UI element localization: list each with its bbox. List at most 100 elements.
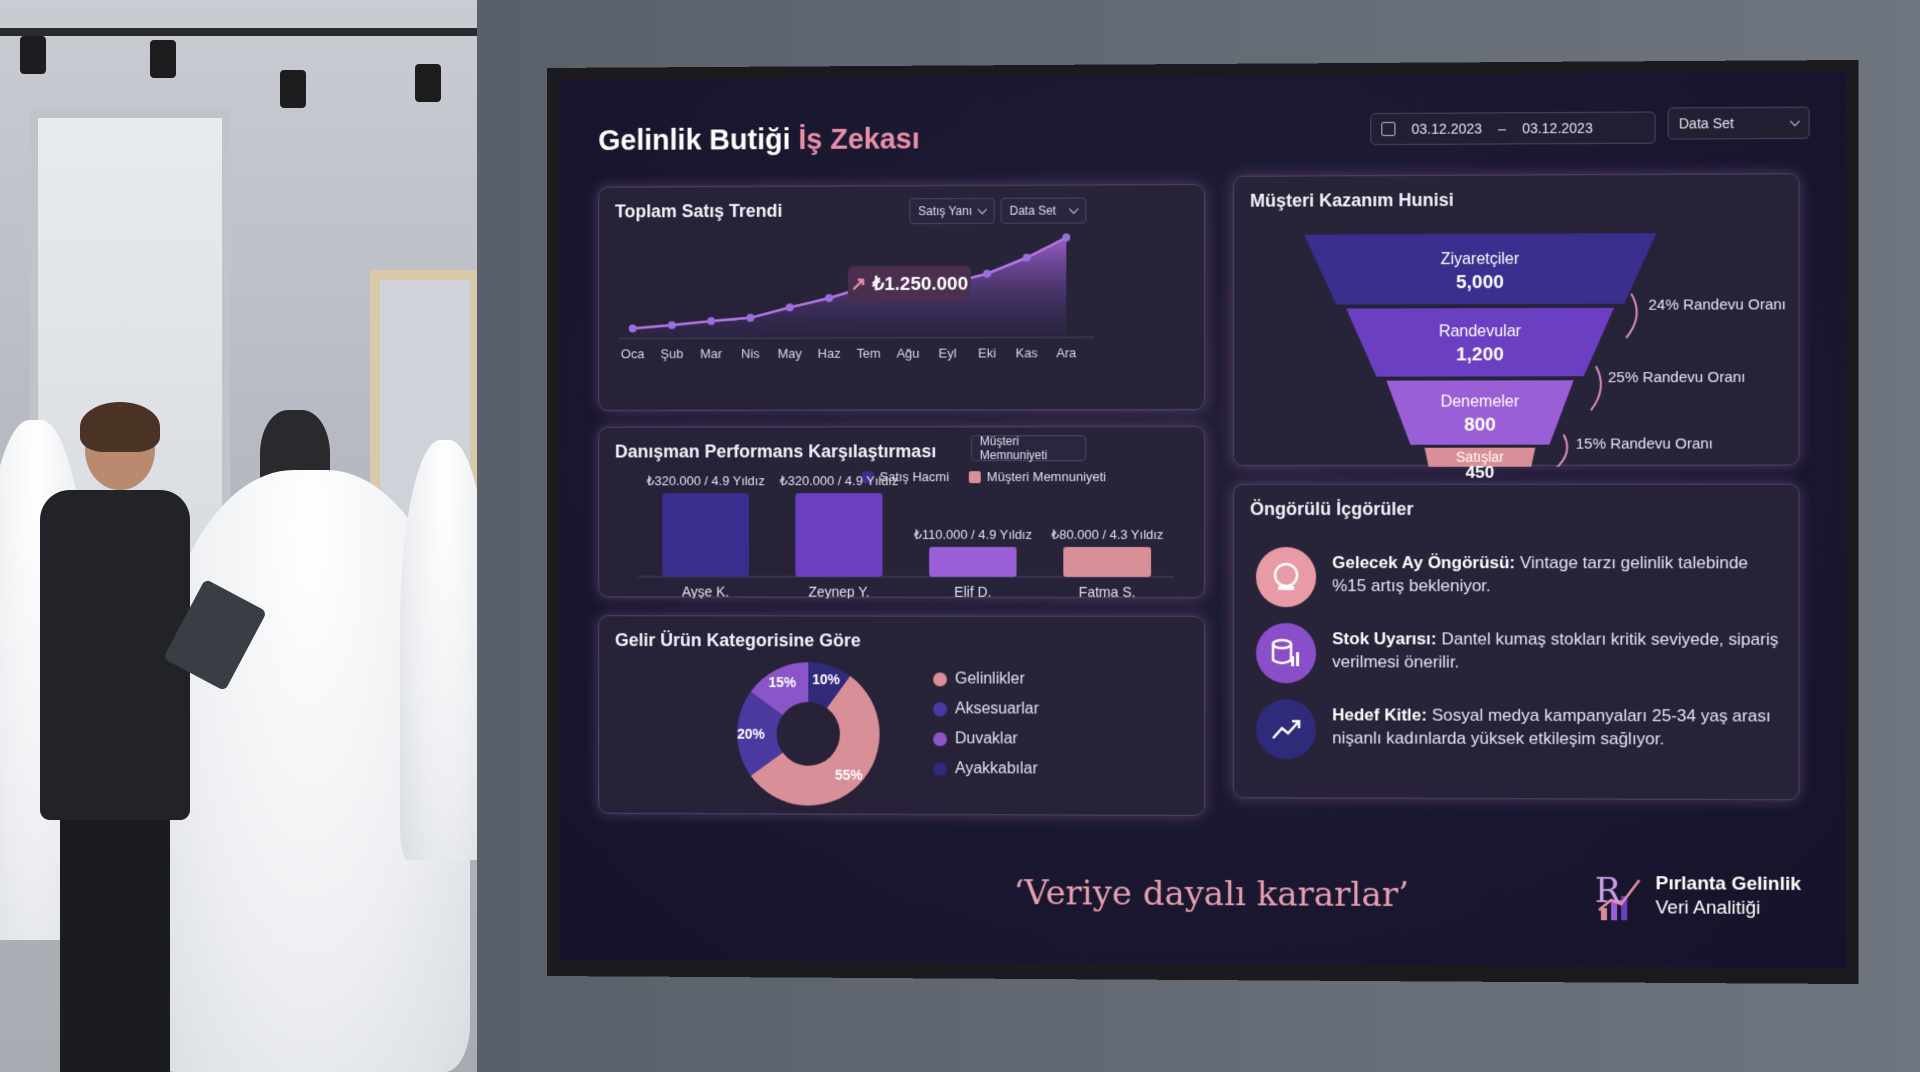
insight-item: Gelecek Ay Öngörüsü: Vintage tarzı gelin… [1256, 547, 1780, 608]
conversion-rate: 25% Randevu Oranı [1608, 369, 1745, 386]
consultant-performance-card: Danışman Performans Karşılaştırması Müşt… [598, 426, 1205, 598]
slogan: ‘Veriye dayalı kararlar’ [1014, 873, 1409, 915]
dashboard-screen: Gelinlik Butiği İş Zekası 03.12.2023 – 0… [559, 72, 1846, 968]
card-title: Öngörülü İçgörüler [1250, 499, 1414, 520]
x-tick-label: Eyl [939, 346, 957, 361]
legend-item: Ayakkabılar [933, 754, 1039, 784]
brand-block: R Pırlanta Gelinlik Veri Analitiği [1595, 870, 1801, 923]
dataset-dropdown[interactable]: Data Set [1668, 107, 1810, 140]
funnel-value: 1,200 [1456, 344, 1504, 365]
date-separator: – [1498, 120, 1506, 136]
x-tick-label: Ara [1056, 345, 1077, 360]
tv-monitor: Gelinlik Butiği İş Zekası 03.12.2023 – 0… [547, 60, 1858, 984]
insight-text: Stok Uyarısı: Dantel kumaş stokları krit… [1332, 623, 1780, 674]
x-tick-label: Ağu [897, 346, 920, 361]
x-tick-label: Kas [1016, 345, 1038, 360]
trend-point [746, 314, 754, 322]
bar-category-label: Zeynep Y. [808, 584, 869, 599]
bar [662, 493, 749, 576]
bar [795, 493, 882, 577]
legend-item: Duvaklar [933, 724, 1039, 754]
conversion-rate: 15% Randevu Oranı [1576, 435, 1713, 452]
x-tick-label: Eki [978, 345, 996, 360]
brand-text: Pırlanta Gelinlik Veri Analitiği [1656, 872, 1802, 921]
bar-category-label: Elif D. [954, 584, 991, 599]
consultant-person [30, 410, 190, 1072]
curved-arrow-icon [1591, 366, 1601, 410]
trend-point [983, 270, 991, 278]
bar-category-label: Fatma S. [1079, 584, 1136, 599]
curved-arrow-icon [1556, 435, 1568, 467]
page-title: Gelinlik Butiği İş Zekası [598, 123, 920, 157]
dataset-label: Data Set [1679, 115, 1734, 131]
spotlight [415, 64, 441, 102]
funnel-value: 800 [1464, 414, 1496, 435]
arrow-up-right-icon: ↗ [851, 273, 867, 296]
insight-item: Hedef Kitle: Sosyal medya kampanyaları 2… [1256, 699, 1780, 761]
funnel-label: Denemeler [1441, 393, 1520, 410]
x-tick-label: Nis [741, 346, 760, 361]
slice-label: 20% [737, 726, 765, 742]
legend-item: Gelinlikler [933, 664, 1039, 694]
insight-text: Hedef Kitle: Sosyal medya kampanyaları 2… [1332, 699, 1780, 750]
x-tick-label: Şub [660, 346, 683, 361]
funnel-sales-label: Satışlar 450 [1425, 449, 1536, 481]
spotlight [280, 70, 306, 108]
bar-value-label: ₺80.000 / 4.3 Yıldız [1051, 527, 1163, 542]
funnel-label: Randevular [1439, 323, 1522, 340]
highlight-value-badge: ↗ ₺1.250.000 [848, 266, 971, 302]
database-chart-icon [1256, 623, 1316, 683]
funnel-stage-appointments [1346, 308, 1614, 377]
bar-value-label: ₺110.000 / 4.9 Yıldız [914, 527, 1032, 542]
ceiling-track [0, 28, 477, 36]
x-tick-label: Mar [700, 346, 723, 361]
funnel-chart: Ziyaretçiler 5,000 Randevular 1,200 Dene… [1234, 174, 1800, 467]
trending-up-icon [1256, 699, 1316, 759]
x-axis [619, 337, 1094, 338]
legend-item: Aksesuarlar [933, 694, 1039, 724]
funnel-stage-visitors [1304, 233, 1656, 304]
calendar-icon [1381, 122, 1395, 136]
date-range-picker[interactable]: 03.12.2023 – 03.12.2023 [1370, 111, 1655, 145]
brand-logo-icon: R [1595, 870, 1646, 923]
insight-text: Gelecek Ay Öngörüsü: Vintage tarzı gelin… [1332, 547, 1780, 598]
category-donut-chart: 10% 55% 20% 15% [599, 616, 1206, 817]
trend-point [668, 321, 676, 329]
acquisition-funnel-card: Müşteri Kazanım Hunisi Ziyaretçiler 5,00… [1233, 173, 1799, 466]
trend-point [1062, 233, 1070, 241]
slice-label: 55% [835, 767, 863, 783]
bar-category-label: Ayşe K. [682, 584, 729, 599]
funnel-value: 5,000 [1456, 272, 1504, 293]
performance-bar-chart: ₺320.000 / 4.9 Yıldız Ayşe K. ₺320.000 / 4… [599, 427, 1206, 599]
category-legend: Gelinlikler Aksesuarlar Duvaklar Ayakkab… [933, 664, 1039, 784]
crystal-ball-icon [1256, 547, 1316, 607]
predictive-insights-card: Öngörülü İçgörüler Gelecek Ay Öngörüsü: … [1233, 484, 1799, 801]
conversion-rate: 24% Randevu Oranı [1648, 296, 1786, 314]
funnel-label: Ziyaretçiler [1441, 251, 1520, 268]
date-end: 03.12.2023 [1522, 120, 1593, 136]
revenue-by-category-card: Gelir Ürün Kategorisine Göre 10% 55% 20% 15… [598, 615, 1205, 816]
date-start: 03.12.2023 [1411, 120, 1482, 136]
trend-point [707, 317, 715, 325]
trend-point [825, 294, 833, 302]
bar-value-label: ₺320.000 / 4.9 Yıldız [780, 473, 899, 488]
x-tick-label: Tem [856, 346, 880, 361]
x-tick-label: Oca [621, 346, 645, 361]
trend-point [786, 303, 794, 311]
sales-trend-card: Toplam Satış Trendi Satış Yanı Data Set … [598, 184, 1205, 411]
curved-arrow-icon [1626, 294, 1637, 338]
chevron-down-icon [1790, 116, 1800, 126]
trend-point [629, 324, 637, 332]
slice-label: 15% [768, 674, 796, 690]
bar [1063, 547, 1151, 577]
bar-value-label: ₺320.000 / 4.9 Yıldız [646, 473, 764, 488]
insight-item: Stok Uyarısı: Dantel kumaş stokları krit… [1256, 623, 1780, 684]
bar [929, 547, 1016, 577]
spotlight [150, 40, 176, 78]
boutique-background [0, 0, 477, 1072]
trend-point [1023, 254, 1031, 262]
slice-label: 10% [812, 671, 840, 687]
x-tick-label: May [778, 346, 803, 361]
spotlight [20, 36, 46, 74]
x-tick-label: Haz [818, 346, 841, 361]
